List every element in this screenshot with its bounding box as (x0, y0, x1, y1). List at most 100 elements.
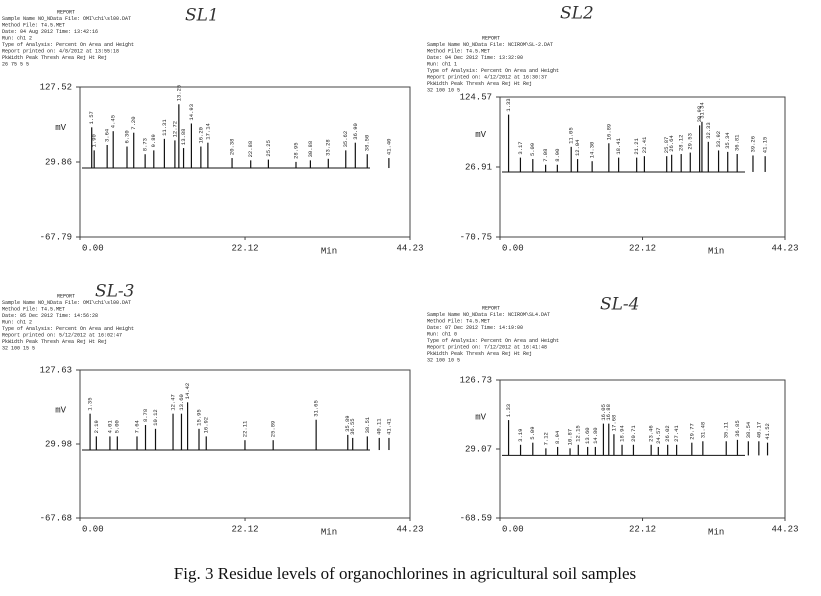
y-tick-label: 124.57 (460, 92, 492, 102)
peak-label: 20.38 (229, 139, 236, 156)
peak-label: 35.11 (723, 421, 730, 438)
x-tick-label: 0.00 (82, 524, 104, 534)
report-line: Report printed on: 4/12/2012 at 16:30:37 (427, 74, 547, 80)
peak-label: 12.72 (171, 121, 178, 138)
peak-label: 14.30 (589, 142, 596, 159)
report-line: Report printed on: 5/12/2012 at 16:02:47 (2, 332, 122, 338)
peak-label: 31.34 (698, 102, 705, 119)
report-line: Run: ch1 0 (427, 331, 457, 337)
report-line: Report printed on: 7/12/2012 at 16:41:48 (427, 344, 547, 350)
peak-label: 29.77 (688, 423, 695, 440)
peak-label: 7.64 (133, 420, 140, 434)
y-tick-label: -67.68 (40, 513, 72, 523)
y-axis-label: mV (55, 405, 66, 415)
report-line: Method File: T4.5.MET (427, 48, 490, 54)
peak-label: 16.05 (600, 404, 607, 421)
peak-label: 5.09 (529, 143, 536, 156)
x-axis-label: Min (321, 527, 337, 537)
peak-label: 1.33 (505, 98, 512, 111)
peak-label: 18.41 (615, 137, 622, 154)
peak-label: 36.90 (352, 123, 359, 140)
x-tick-label: 44.23 (771, 243, 798, 253)
peak-label: 26.64 (668, 135, 675, 152)
peak-label: 22.11 (241, 420, 248, 437)
peak-label: 28.12 (678, 135, 685, 152)
peak-label: 4.01 (106, 420, 113, 434)
peak-label: 16.88 (605, 404, 612, 421)
report-line: REPORT (57, 9, 75, 15)
report-line: Type of Analysis: Percent On Area and He… (427, 68, 559, 74)
peak-label: 35.89 (344, 415, 351, 432)
report-line: Method File: T4.5.MET (2, 306, 65, 312)
x-tick-label: 22.12 (232, 243, 259, 253)
report-line: REPORT (57, 293, 75, 299)
peak-label: 38.51 (364, 416, 371, 433)
y-axis-label: mV (55, 123, 66, 133)
y-tick-label: -67.79 (40, 232, 72, 242)
x-tick-label: 0.00 (82, 243, 104, 253)
x-tick-label: 44.23 (396, 243, 423, 253)
y-tick-label: 26.91 (465, 162, 492, 172)
report-line: 26 75 5 5 (2, 61, 29, 67)
report-line: 32 100 10 5 (427, 87, 460, 93)
peak-label: 15.95 (195, 409, 202, 426)
peak-label: 22.41 (641, 136, 648, 153)
report-line: Run: ch1 2 (2, 319, 32, 325)
peak-label: 41.52 (764, 423, 771, 440)
report-line: Run: ch1 2 (2, 35, 32, 41)
peak-label: 26.02 (664, 425, 671, 442)
peak-label: 6.30 (123, 130, 130, 143)
peak-label: 16.92 (203, 417, 210, 434)
peak-label: 3.64 (104, 128, 111, 142)
peak-label: 25.25 (265, 140, 272, 157)
peak-label: 7.08 (542, 149, 549, 162)
peak-label: 25.89 (270, 421, 277, 438)
y-tick-label: -68.59 (460, 513, 492, 523)
peak-label: 8.94 (554, 430, 561, 444)
peak-label: 30.88 (307, 141, 314, 158)
peak-label: 13.60 (584, 427, 591, 444)
peak-label: 31.65 (313, 400, 320, 417)
peak-label: 12.47 (169, 394, 176, 411)
y-tick-label: 126.73 (460, 375, 492, 385)
peak-label: 24.57 (655, 427, 662, 444)
x-axis-label: Min (321, 246, 337, 256)
report-line: Sample Name NO_NData File: OMI\ch1\sl00.… (2, 300, 131, 306)
peak-label: 9.89 (150, 134, 157, 147)
panel-title: SL1 (185, 6, 219, 26)
peak-label: 40.11 (376, 418, 383, 435)
peak-label: 40.17 (755, 422, 762, 439)
y-tick-label: 29.07 (465, 444, 492, 454)
peak-label: 36.81 (734, 134, 741, 151)
x-tick-label: 22.12 (232, 524, 259, 534)
y-axis-label: mV (475, 130, 486, 140)
peak-label: 1.33 (505, 404, 512, 417)
report-line: PkWidth Peak Thresh Area Rej Ht Rej (2, 339, 107, 345)
peak-label: 27.41 (673, 425, 680, 442)
peak-label: 38.54 (745, 421, 752, 438)
report-line: Sample Name NO_NData File: OMI\ch1\sl00.… (2, 16, 131, 22)
peak-label: 10.12 (152, 409, 159, 426)
y-tick-label: 127.52 (40, 82, 72, 92)
peak-label: 13.25 (175, 85, 182, 102)
peak-label: 11.31 (161, 119, 168, 136)
peak-label: 1.35 (87, 397, 94, 410)
peak-label: 25.87 (663, 137, 670, 154)
peak-label: 4.45 (110, 115, 117, 128)
peak-label: 16.20 (197, 127, 204, 144)
peak-label: 38.50 (364, 135, 371, 152)
peak-label: 3.17 (517, 141, 524, 154)
peak-label: 8.78 (142, 409, 149, 422)
x-axis-label: Min (708, 527, 724, 537)
y-tick-label: 29.98 (45, 439, 72, 449)
report-line: Type of Analysis: Percent On Area and He… (427, 338, 559, 344)
peak-label: 36.55 (349, 418, 356, 435)
plot-frame (499, 96, 786, 238)
y-axis-label: mV (475, 413, 486, 423)
report-line: Sample Name NO_NData File: NCIROM\SL4.DA… (427, 312, 550, 318)
report-line: 32 100 15 5 (2, 345, 35, 351)
peak-label: 33.28 (325, 139, 332, 156)
report-line: Date: 04 Aug 2012 Time: 13:42:16 (2, 29, 98, 35)
plot-frame (499, 379, 786, 519)
